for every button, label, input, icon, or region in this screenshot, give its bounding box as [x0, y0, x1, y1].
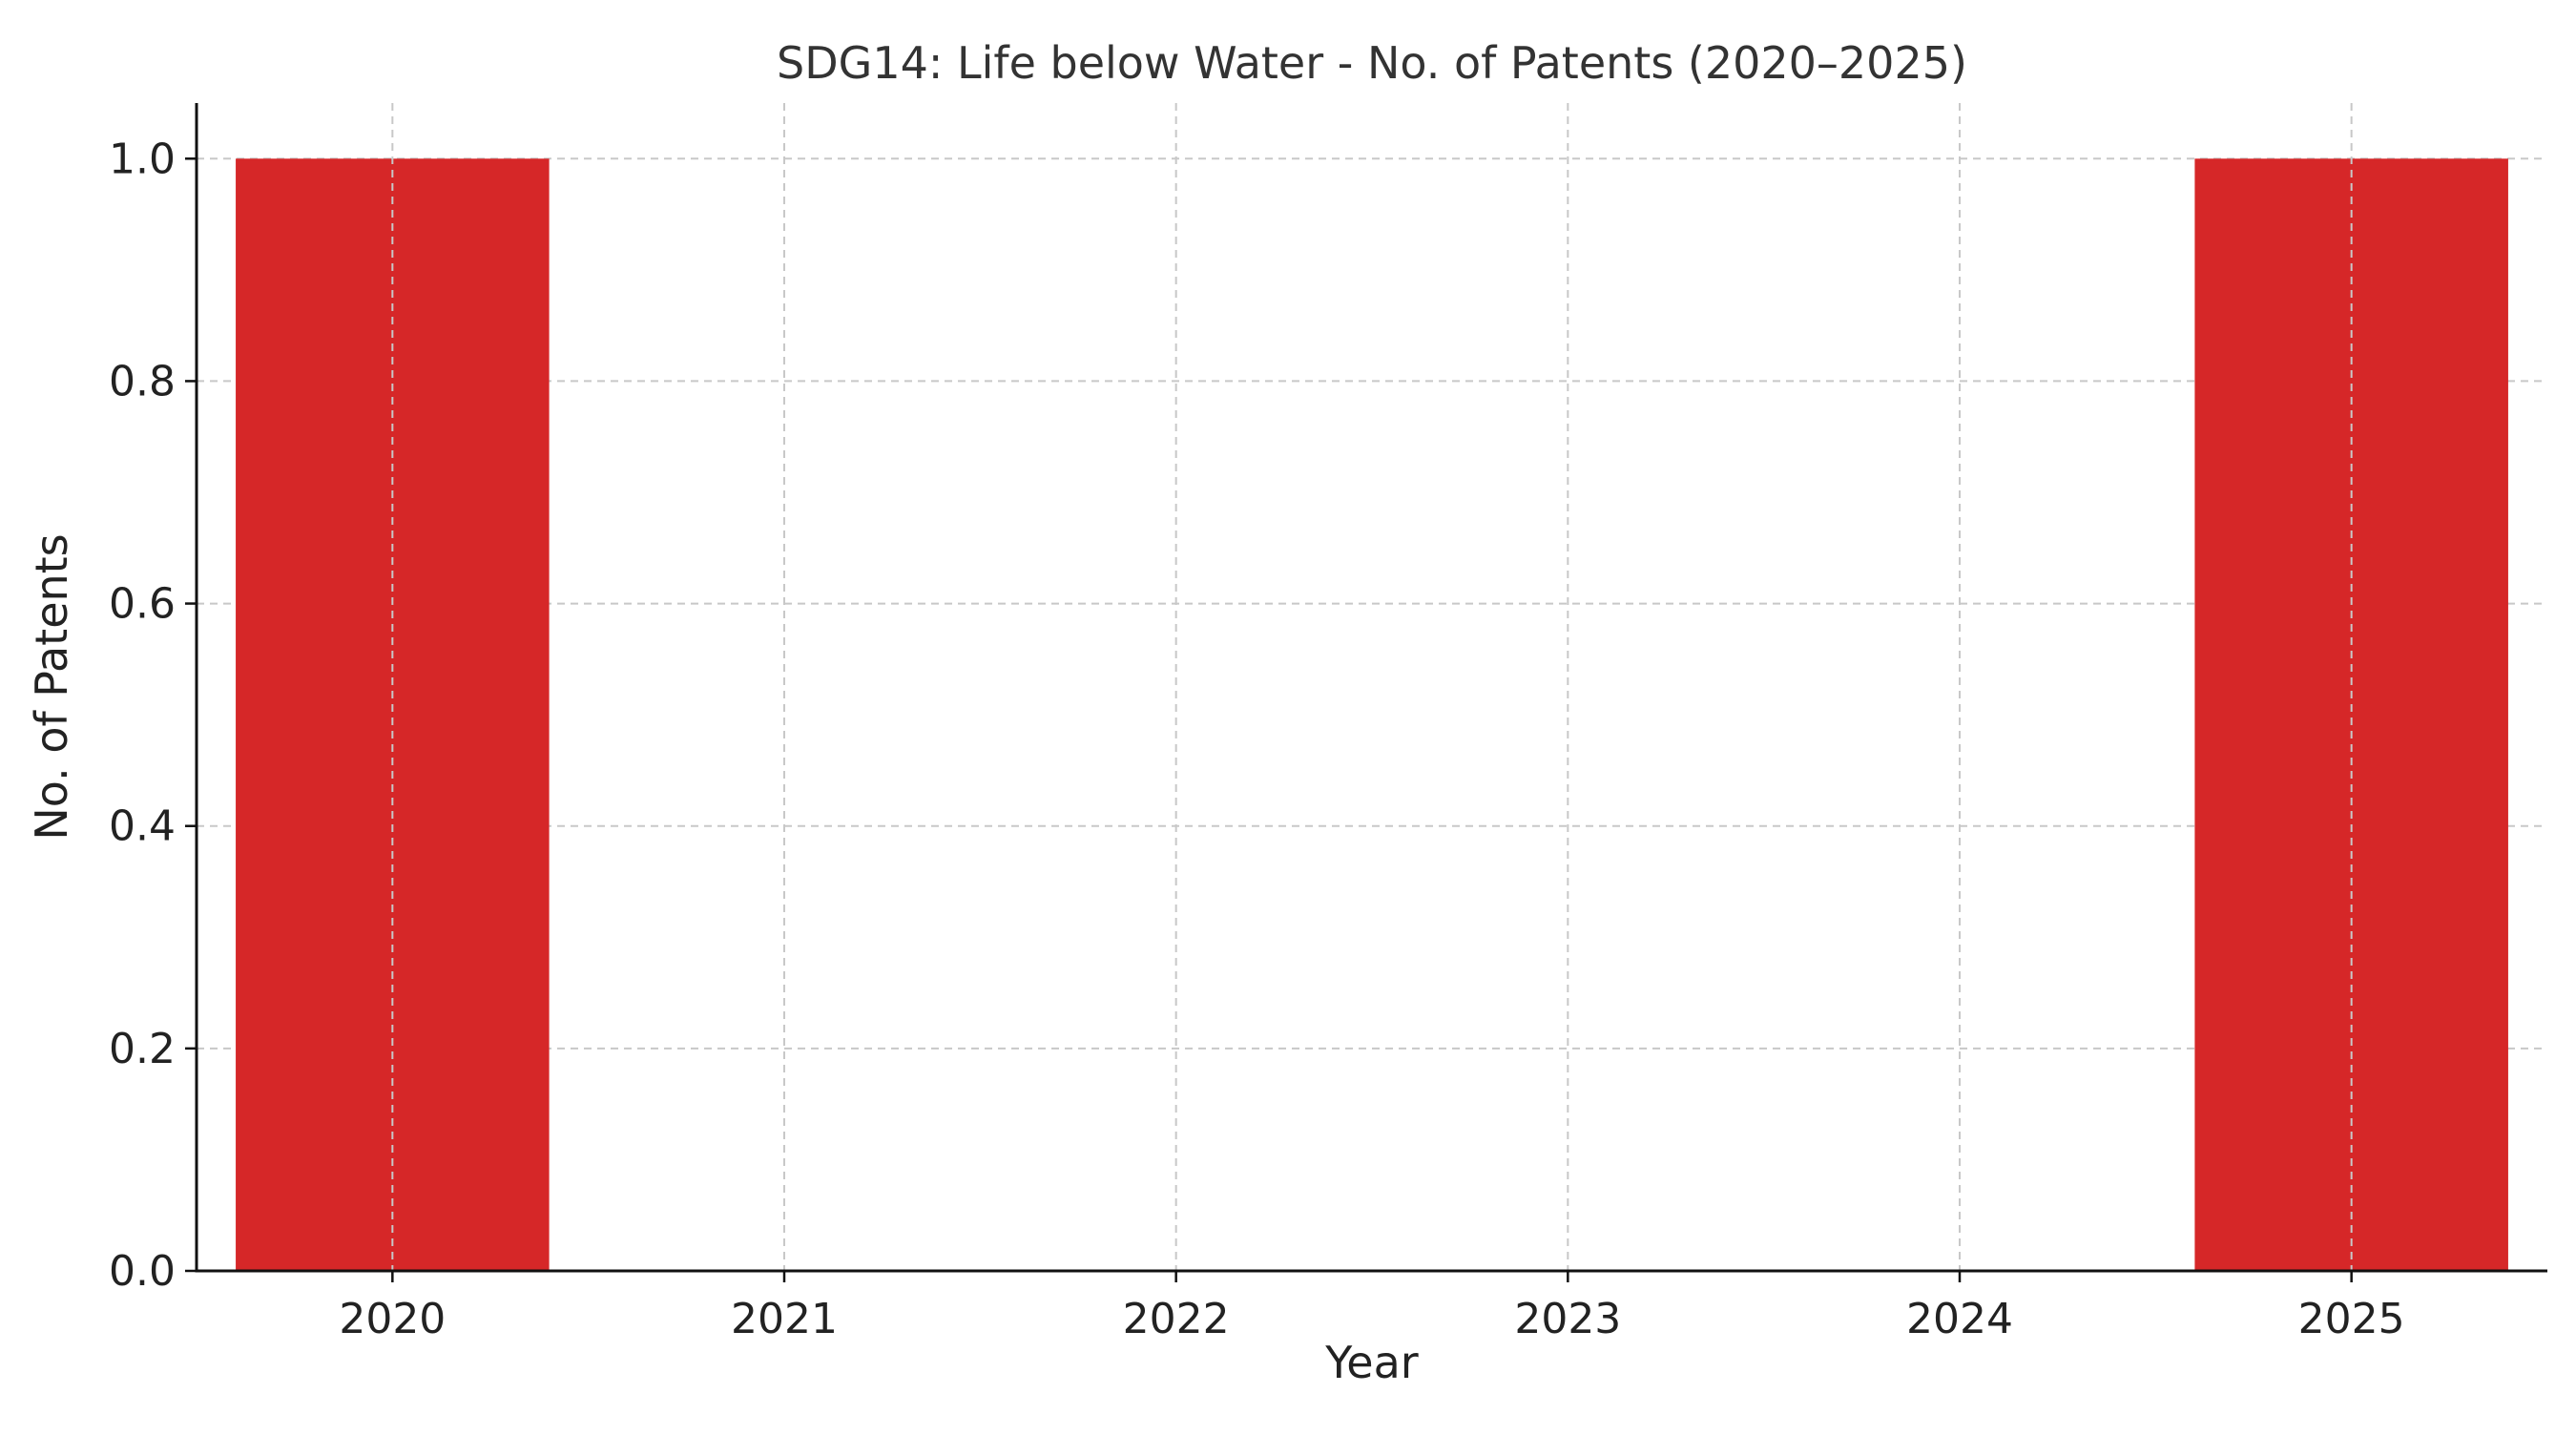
x-axis-title: Year — [1324, 1337, 1418, 1388]
x-tick-label: 2022 — [1123, 1295, 1230, 1343]
y-tick-label: 0.6 — [109, 580, 176, 629]
x-tick-label: 2025 — [2298, 1295, 2405, 1343]
bar-2025 — [2194, 158, 2508, 1271]
chart-title: SDG14: Life below Water - No. of Patents… — [777, 37, 1967, 89]
y-tick-label: 0.2 — [109, 1025, 176, 1073]
x-tick-label: 2023 — [1514, 1295, 1621, 1343]
y-tick-label: 0.0 — [109, 1247, 176, 1296]
bars — [236, 158, 2508, 1271]
axes — [195, 103, 2547, 1273]
y-axis-title: No. of Patents — [26, 533, 77, 840]
bar-2020 — [236, 158, 550, 1271]
y-tick-label: 0.4 — [109, 802, 176, 851]
ticks: 0.0 0.2 0.4 0.6 0.8 1.0 2020 2021 2022 2023 2024 20… — [109, 135, 2405, 1343]
y-tick-label: 1.0 — [109, 135, 176, 183]
x-grid — [391, 103, 2353, 1271]
x-tick-label: 2024 — [1906, 1295, 2013, 1343]
x-tick-label: 2020 — [339, 1295, 446, 1343]
x-tick-label: 2021 — [731, 1295, 838, 1343]
y-tick-label: 0.8 — [109, 357, 176, 406]
